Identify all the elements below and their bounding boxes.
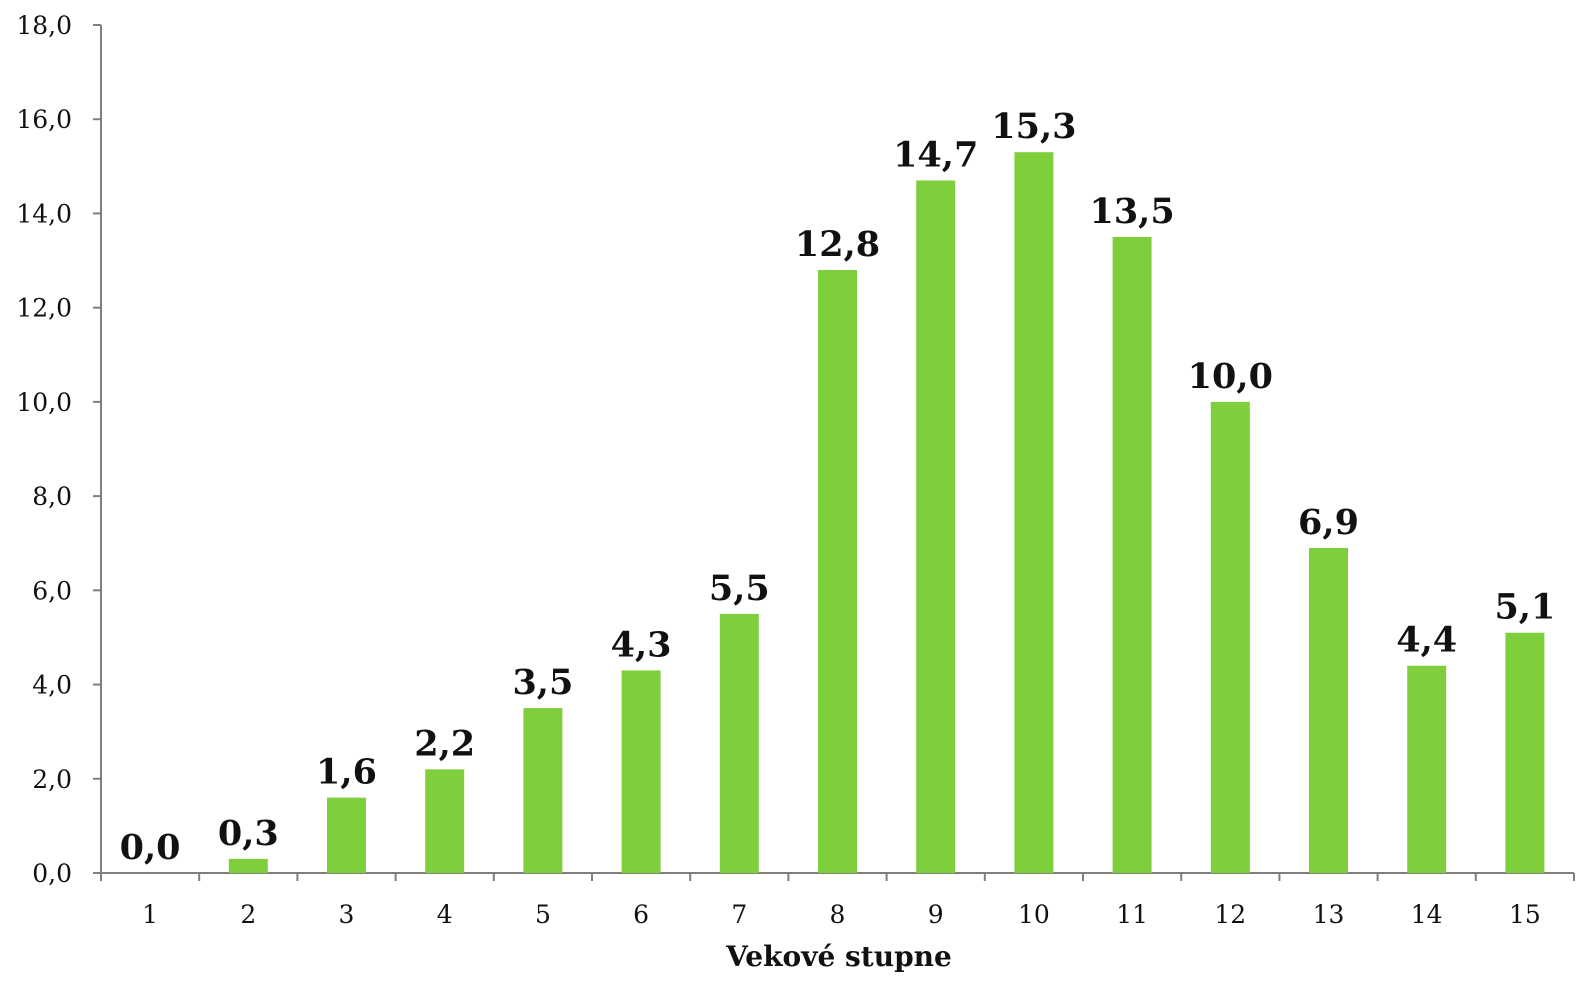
- data-label: 0,3: [218, 813, 279, 854]
- y-tick-label: 14,0: [16, 199, 72, 228]
- y-tick-label: 18,0: [16, 11, 72, 40]
- data-label: 12,8: [795, 224, 880, 265]
- data-label: 10,0: [1188, 356, 1273, 397]
- bar: [228, 858, 268, 873]
- bar: [523, 708, 563, 873]
- x-tick-label: 4: [437, 900, 453, 929]
- data-label: 6,9: [1298, 502, 1359, 543]
- data-label: 1,6: [316, 752, 377, 793]
- bar: [1014, 152, 1054, 873]
- bar: [327, 797, 366, 873]
- bar: [425, 769, 465, 873]
- x-tick-label: 15: [1509, 900, 1541, 929]
- x-tick-label: 5: [535, 900, 551, 929]
- y-tick-label: 10,0: [16, 388, 72, 417]
- x-tick-label: 2: [240, 900, 256, 929]
- x-tick-label: 6: [633, 900, 649, 929]
- bar: [1407, 665, 1447, 873]
- data-label: 5,1: [1494, 587, 1555, 628]
- bar: [1112, 237, 1152, 873]
- data-label: 15,3: [991, 106, 1076, 147]
- x-axis: 1 2 3 4 5 6 7 8 9 10 11 12 13 14 15: [93, 872, 1575, 929]
- x-tick-label: 14: [1411, 900, 1443, 929]
- x-tick-label: 9: [928, 900, 944, 929]
- x-axis-title: Vekové stupne: [725, 940, 952, 973]
- data-label: 2,2: [414, 723, 475, 764]
- x-tick-label: 11: [1116, 900, 1148, 929]
- data-labels: 0,0 0,3 1,6 2,2 3,5 4,3 5,5 12,8 14,7 15,3 13,5 10,…: [120, 106, 1556, 868]
- bar: [1210, 401, 1250, 873]
- y-tick-label: 8,0: [32, 482, 72, 511]
- bar: [818, 269, 857, 873]
- bar: [916, 180, 956, 873]
- y-tick-label: 6,0: [32, 576, 72, 605]
- data-label: 13,5: [1089, 191, 1174, 232]
- x-tick-label: 1: [142, 900, 158, 929]
- y-tick-label: 2,0: [32, 765, 72, 794]
- bar: [1505, 632, 1545, 873]
- y-tick-label: 4,0: [32, 671, 72, 700]
- x-tick-label: 8: [830, 900, 846, 929]
- data-label: 4,4: [1396, 620, 1457, 661]
- x-tick-label: 7: [731, 900, 747, 929]
- bar: [1309, 547, 1348, 873]
- x-tick-label: 12: [1214, 900, 1246, 929]
- y-axis: 0,0 2,0 4,0 6,0 8,0 10,0 12,0 14,0 16,0 18,0: [16, 11, 102, 888]
- y-tick-label: 0,0: [32, 859, 72, 888]
- y-tick-label: 16,0: [16, 105, 72, 134]
- bar: [621, 670, 661, 873]
- data-label: 5,5: [709, 568, 770, 609]
- bars: [228, 152, 1545, 873]
- y-tick-label: 12,0: [16, 294, 72, 323]
- data-label: 14,7: [893, 134, 978, 175]
- data-label: 4,3: [611, 624, 672, 665]
- data-label: 3,5: [512, 662, 573, 703]
- bar: [719, 613, 759, 873]
- data-label: 0,0: [120, 827, 181, 868]
- x-tick-label: 13: [1313, 900, 1345, 929]
- x-tick-label: 3: [339, 900, 355, 929]
- x-tick-label: 10: [1018, 900, 1050, 929]
